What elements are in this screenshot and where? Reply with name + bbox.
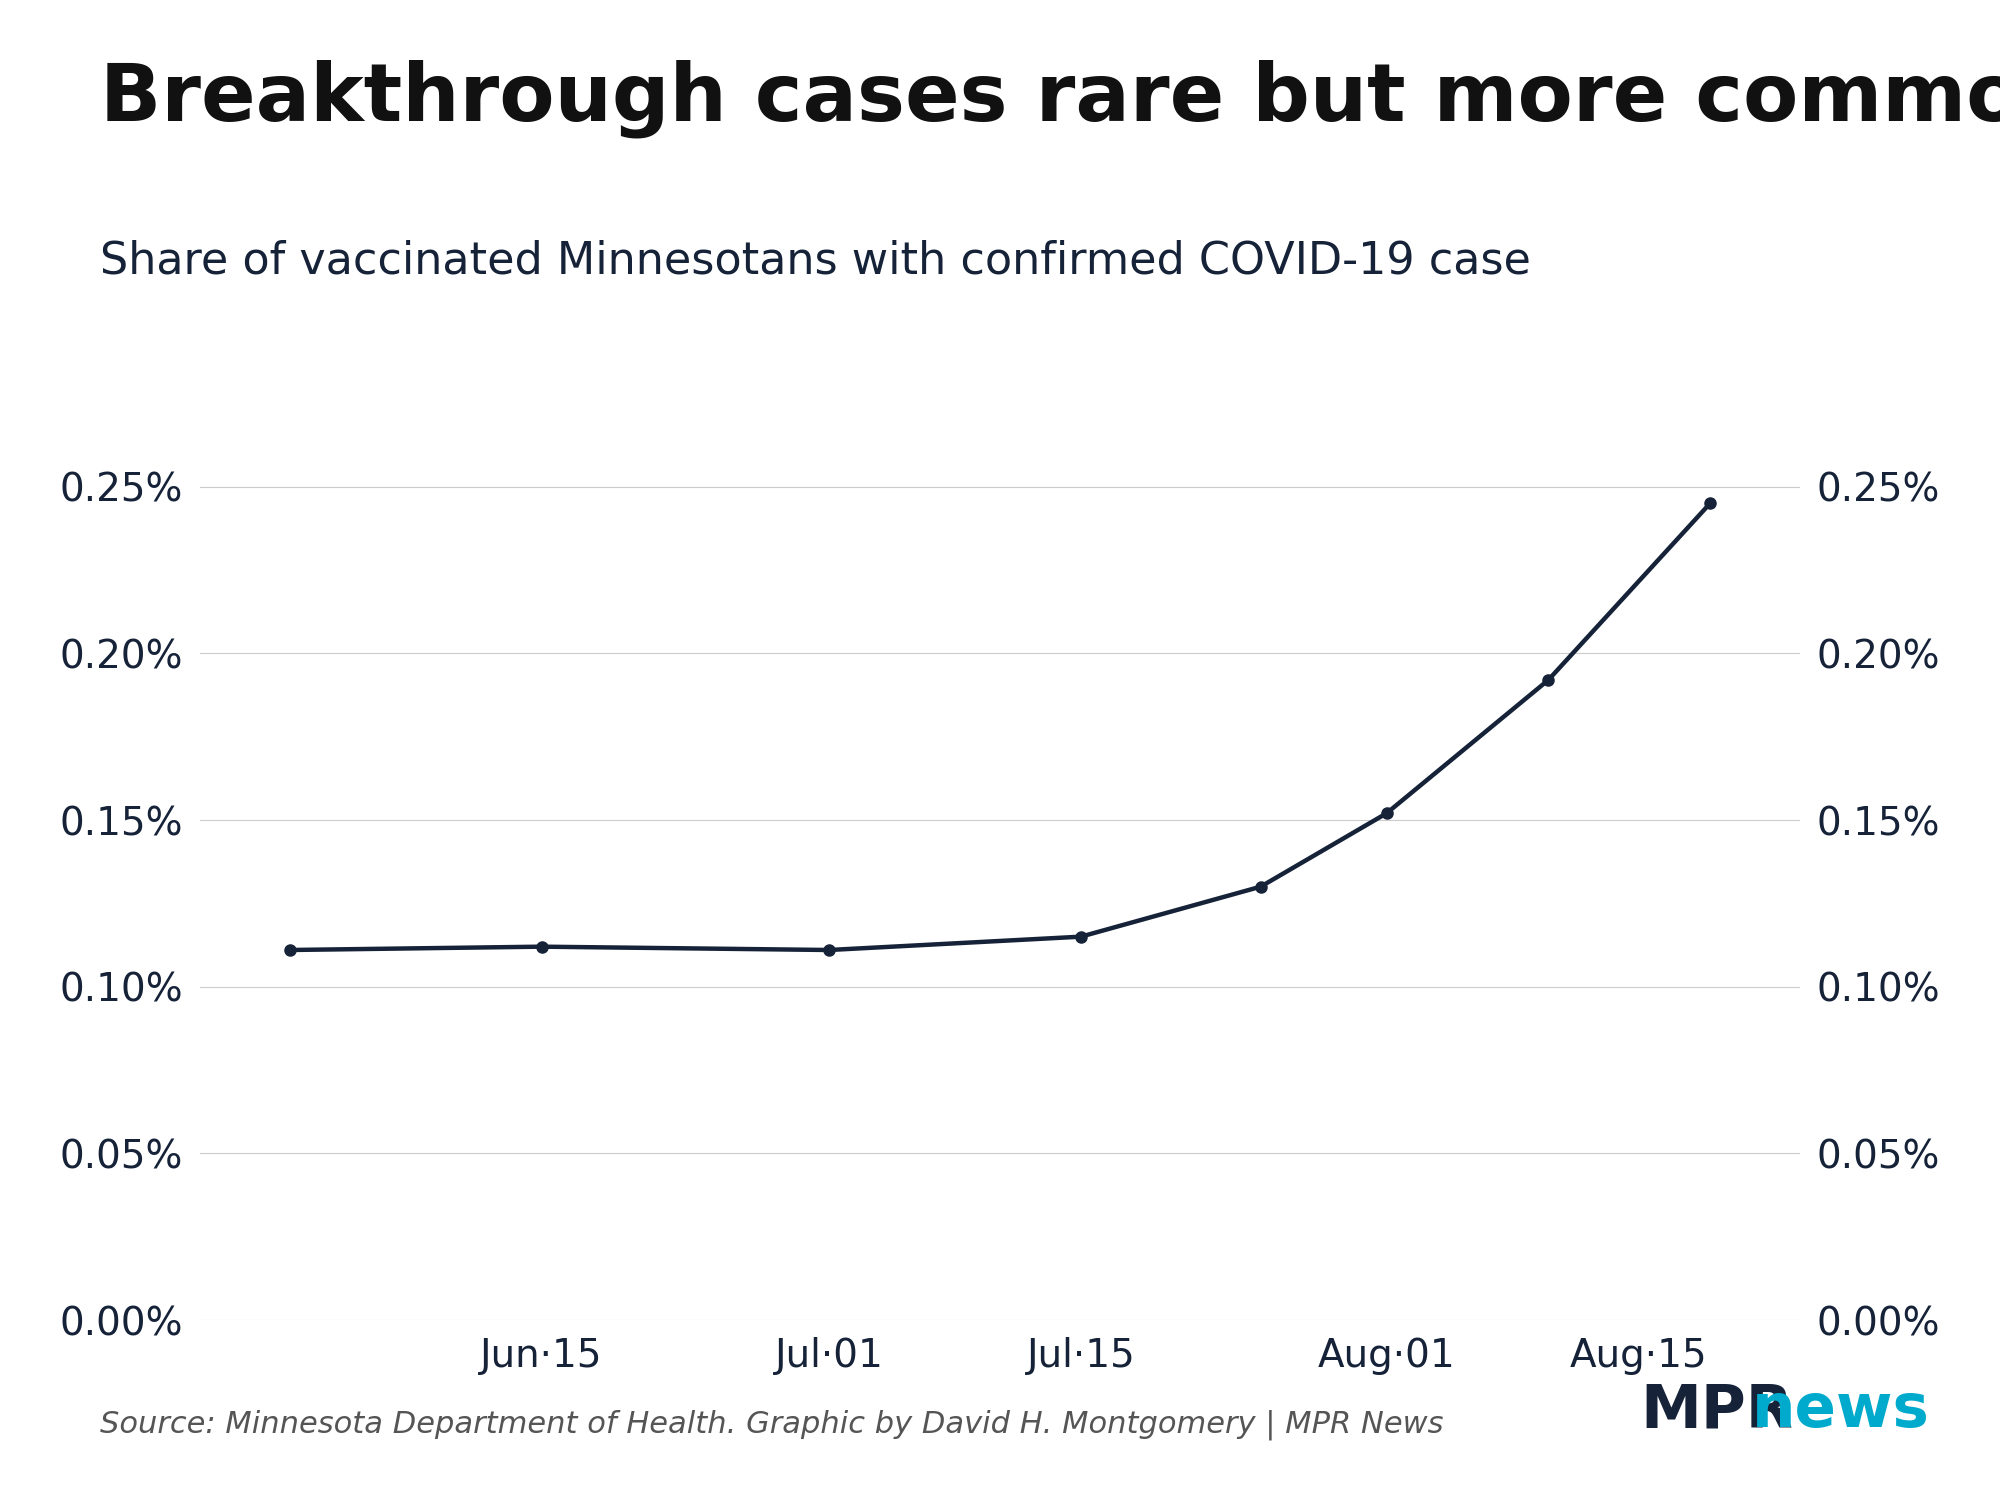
- Text: Breakthrough cases rare but more common: Breakthrough cases rare but more common: [100, 60, 2000, 138]
- Text: Share of vaccinated Minnesotans with confirmed COVID-19 case: Share of vaccinated Minnesotans with con…: [100, 240, 1530, 284]
- Text: Source: Minnesota Department of Health. Graphic by David H. Montgomery | MPR New: Source: Minnesota Department of Health. …: [100, 1410, 1444, 1440]
- Text: MPR: MPR: [1640, 1382, 1792, 1440]
- Text: news: news: [1752, 1382, 1930, 1440]
